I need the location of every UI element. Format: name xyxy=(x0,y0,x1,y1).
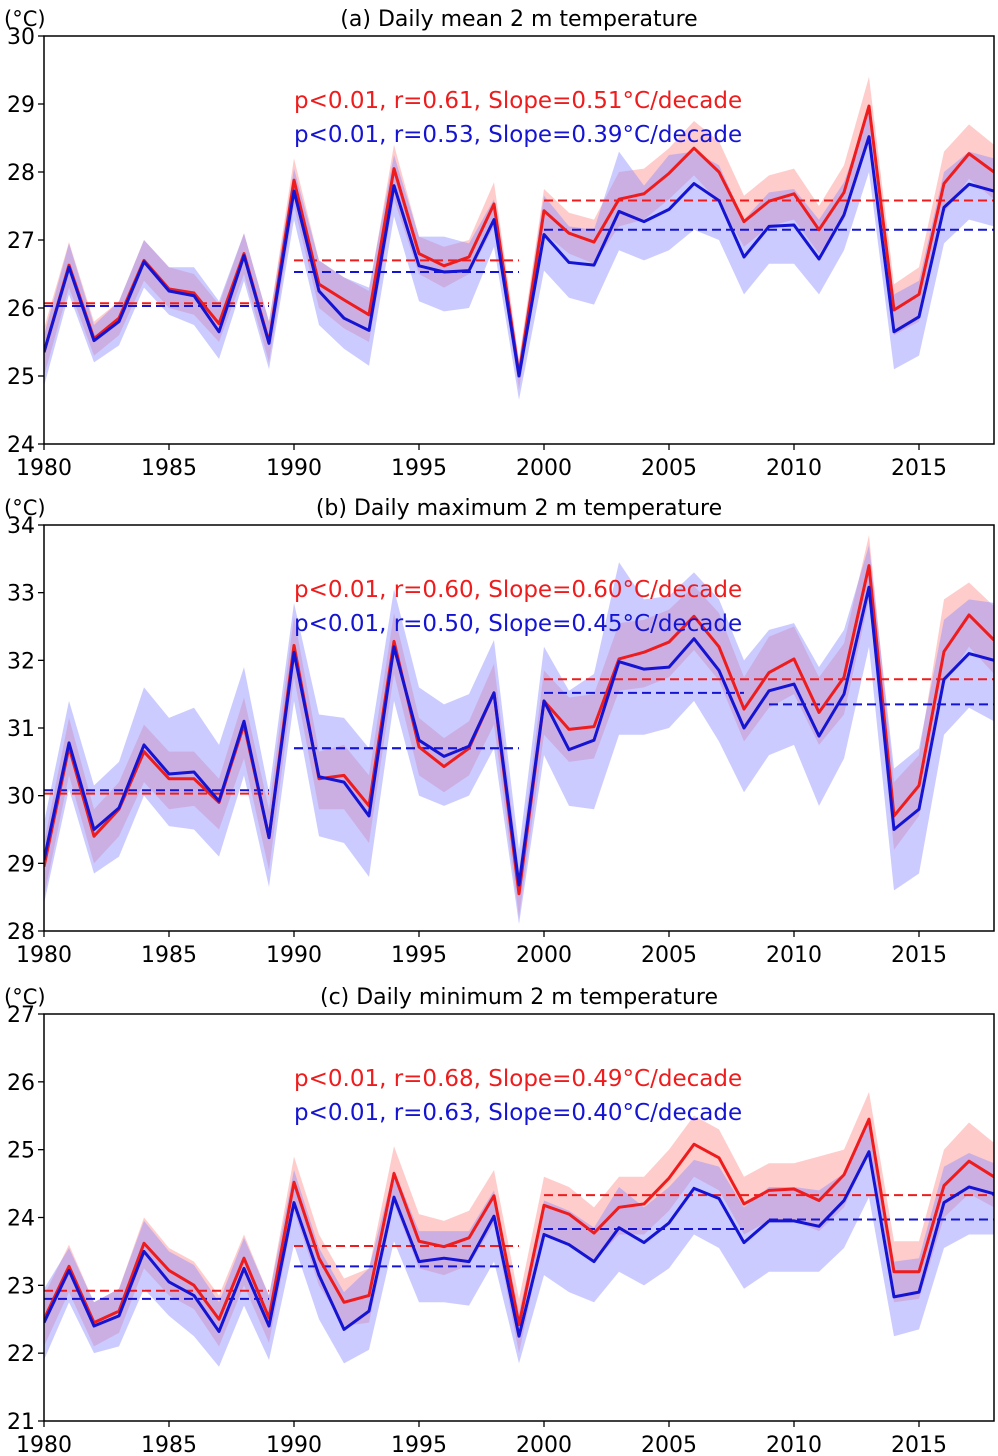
x-tick-label: 1980 xyxy=(16,1433,72,1456)
red-series-line xyxy=(44,1117,994,1327)
red-trend-stats: p<0.01, r=0.60, Slope=0.60°C/decade xyxy=(294,577,742,603)
x-tick-label: 2015 xyxy=(891,943,947,968)
panel-1: 24 25 26 27 28 29 30 1980 1985 1990 1995 2000 2005 20… xyxy=(4,7,995,481)
panel-3: 21 22 23 24 25 26 27 1980 1985 1990 1995 2000 2005 20… xyxy=(4,985,995,1456)
x-tick-label: 2010 xyxy=(766,456,822,481)
x-tick-label: 2005 xyxy=(641,456,697,481)
blue-series-line xyxy=(44,585,994,887)
x-tick-label: 1990 xyxy=(266,1433,322,1456)
y-tick-label: 24 xyxy=(7,1207,35,1232)
y-tick-label: 27 xyxy=(7,229,35,254)
x-tick-label: 2005 xyxy=(641,1433,697,1456)
y-tick-label: 25 xyxy=(7,365,35,390)
x-tick-label: 1985 xyxy=(141,456,197,481)
x-tick-label: 2005 xyxy=(641,943,697,968)
y-tick-label: 34 xyxy=(7,514,35,539)
plot-area xyxy=(44,535,994,925)
panel-2: 28 29 30 31 32 33 34 1980 1985 1990 1995 2000 2005 20… xyxy=(4,496,995,968)
y-tick-label: 22 xyxy=(7,1342,35,1367)
blue-spread-band xyxy=(44,545,994,925)
y-tick-label: 32 xyxy=(7,649,35,674)
unit-label: (°C) xyxy=(4,7,46,31)
x-tick-label: 1990 xyxy=(266,943,322,968)
red-series-line xyxy=(44,564,994,896)
unit-label: (°C) xyxy=(4,985,46,1009)
y-tick-label: 26 xyxy=(7,1071,35,1096)
y-tick-label: 28 xyxy=(7,161,35,186)
y-tick-label: 21 xyxy=(7,1410,35,1435)
x-tick-label: 1985 xyxy=(141,943,197,968)
y-tick-label: 33 xyxy=(7,582,35,607)
x-tick-label: 1990 xyxy=(266,456,322,481)
panel-title: (b) Daily maximum 2 m temperature xyxy=(316,496,722,521)
y-tick-label: 24 xyxy=(7,433,35,458)
blue-trend-stats: p<0.01, r=0.63, Slope=0.40°C/decade xyxy=(294,1100,742,1126)
y-tick-label: 26 xyxy=(7,297,35,322)
x-tick-label: 1985 xyxy=(141,1433,197,1456)
x-tick-label: 2000 xyxy=(516,943,572,968)
x-tick-label: 1980 xyxy=(16,943,72,968)
y-tick-label: 29 xyxy=(7,93,35,118)
y-tick-label: 23 xyxy=(7,1274,35,1299)
unit-label: (°C) xyxy=(4,496,46,520)
y-tick-label: 25 xyxy=(7,1139,35,1164)
x-tick-label: 2010 xyxy=(766,943,822,968)
blue-trend-stats: p<0.01, r=0.50, Slope=0.45°C/decade xyxy=(294,611,742,637)
x-tick-label: 1995 xyxy=(391,456,447,481)
x-tick-label: 1980 xyxy=(16,456,72,481)
y-tick-label: 29 xyxy=(7,852,35,877)
x-tick-label: 2010 xyxy=(766,1433,822,1456)
y-tick-label: 31 xyxy=(7,717,35,742)
blue-spread-band xyxy=(44,110,994,400)
y-tick-label: 30 xyxy=(7,25,35,50)
blue-trend-stats: p<0.01, r=0.53, Slope=0.39°C/decade xyxy=(294,122,742,148)
x-tick-label: 1995 xyxy=(391,1433,447,1456)
x-tick-label: 2015 xyxy=(891,1433,947,1456)
x-tick-label: 1995 xyxy=(391,943,447,968)
blue-series-line xyxy=(44,1150,994,1338)
red-trend-stats: p<0.01, r=0.68, Slope=0.49°C/decade xyxy=(294,1066,742,1092)
blue-series-line xyxy=(44,135,994,378)
panel-title: (c) Daily minimum 2 m temperature xyxy=(320,985,718,1010)
y-tick-label: 30 xyxy=(7,785,35,810)
plot-area xyxy=(44,1092,994,1367)
x-tick-label: 2000 xyxy=(516,1433,572,1456)
plot-area xyxy=(44,76,994,400)
y-tick-label: 27 xyxy=(7,1003,35,1028)
red-trend-stats: p<0.01, r=0.61, Slope=0.51°C/decade xyxy=(294,88,742,114)
panel-title: (a) Daily mean 2 m temperature xyxy=(340,7,697,32)
y-tick-label: 28 xyxy=(7,920,35,945)
x-tick-label: 2000 xyxy=(516,456,572,481)
x-tick-label: 2015 xyxy=(891,456,947,481)
